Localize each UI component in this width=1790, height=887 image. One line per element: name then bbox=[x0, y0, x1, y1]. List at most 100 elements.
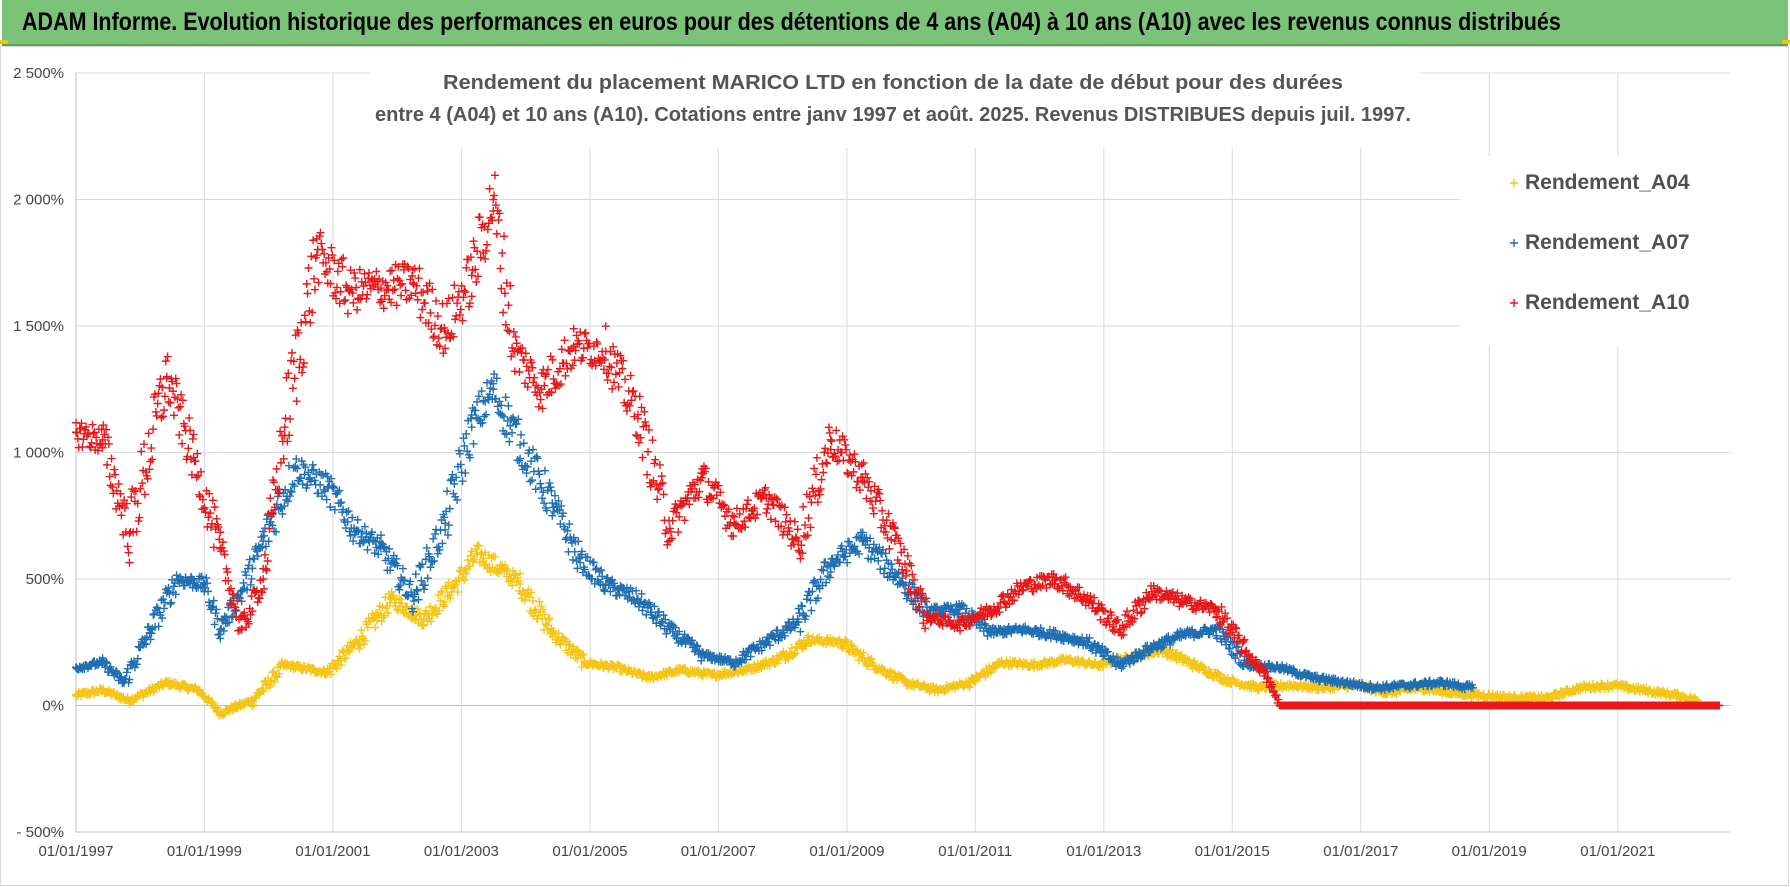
data-point bbox=[461, 565, 470, 574]
data-point bbox=[842, 637, 851, 646]
data-point bbox=[440, 597, 449, 606]
data-point bbox=[175, 684, 184, 693]
data-point bbox=[264, 681, 273, 690]
data-point bbox=[213, 703, 222, 712]
x-tick-label: 01/01/2015 bbox=[1195, 843, 1270, 860]
data-point bbox=[430, 604, 439, 613]
x-tick-label: 01/01/2011 bbox=[938, 843, 1012, 860]
data-point bbox=[123, 693, 132, 702]
chart-axes: 2 500%2 000%1 500%1 000%500%0%- 500%01/0… bbox=[13, 65, 1730, 860]
data-point bbox=[795, 638, 804, 647]
data-point bbox=[540, 610, 549, 619]
data-point bbox=[299, 661, 308, 670]
data-point bbox=[539, 605, 548, 614]
data-point bbox=[765, 661, 774, 670]
data-point bbox=[544, 615, 553, 624]
y-tick-label: 500% bbox=[26, 571, 64, 588]
data-point bbox=[99, 684, 108, 693]
data-point bbox=[698, 672, 707, 681]
data-point bbox=[139, 693, 148, 702]
data-point bbox=[208, 699, 217, 708]
data-point bbox=[542, 621, 551, 630]
page-header-banner: ADAM Informe. Evolution historique des p… bbox=[2, 0, 1788, 46]
data-point bbox=[113, 690, 122, 699]
data-point bbox=[344, 648, 353, 657]
y-tick-label: 1 000% bbox=[13, 445, 64, 462]
page-title: ADAM Informe. Evolution historique des p… bbox=[22, 7, 1561, 36]
data-point bbox=[844, 647, 853, 656]
data-point bbox=[867, 654, 876, 663]
data-point bbox=[527, 588, 536, 597]
data-point bbox=[369, 615, 378, 624]
data-point bbox=[372, 616, 381, 625]
data-point bbox=[919, 680, 928, 689]
data-point bbox=[525, 592, 534, 601]
y-tick-label: 0% bbox=[42, 698, 64, 715]
data-point bbox=[508, 581, 517, 590]
data-point bbox=[357, 626, 366, 635]
data-point bbox=[538, 614, 547, 623]
data-point bbox=[273, 673, 282, 682]
data-point bbox=[578, 651, 587, 660]
data-point bbox=[377, 617, 386, 626]
chart-points bbox=[72, 171, 1724, 720]
y-tick-label: 2 500% bbox=[13, 65, 64, 82]
corner-mark-left bbox=[0, 40, 8, 44]
data-point bbox=[790, 649, 799, 658]
y-tick-label: 2 000% bbox=[13, 192, 64, 209]
x-tick-label: 01/01/2017 bbox=[1323, 843, 1398, 860]
data-point bbox=[269, 667, 278, 676]
data-point bbox=[516, 569, 525, 578]
data-point bbox=[520, 596, 529, 605]
data-point bbox=[500, 561, 509, 570]
data-point bbox=[363, 623, 372, 632]
data-point bbox=[859, 648, 868, 657]
data-point bbox=[442, 584, 451, 593]
data-point bbox=[396, 595, 405, 604]
data-point bbox=[275, 669, 284, 678]
data-point bbox=[462, 569, 471, 578]
data-point bbox=[886, 666, 895, 675]
data-point bbox=[337, 661, 346, 670]
data-point bbox=[474, 541, 483, 550]
data-point bbox=[487, 554, 496, 563]
data-point bbox=[662, 671, 671, 680]
x-tick-label: 01/01/1999 bbox=[167, 843, 242, 860]
series-Rendement_A04 bbox=[72, 541, 1702, 720]
data-point bbox=[356, 641, 365, 650]
data-point bbox=[508, 566, 517, 575]
y-tick-label: - 500% bbox=[16, 824, 64, 841]
data-point bbox=[435, 606, 444, 615]
data-point bbox=[482, 559, 491, 568]
data-point bbox=[437, 587, 446, 596]
data-point bbox=[384, 608, 393, 617]
data-point bbox=[402, 603, 411, 612]
data-point bbox=[395, 594, 404, 603]
data-point bbox=[309, 664, 318, 673]
data-point bbox=[849, 645, 858, 654]
data-point bbox=[289, 665, 298, 674]
data-point bbox=[332, 664, 341, 673]
x-tick-label: 01/01/1997 bbox=[38, 843, 113, 860]
data-point bbox=[491, 552, 500, 561]
data-point bbox=[535, 597, 544, 606]
chart-area: 2 500% 2 000% 1 500% 1 000% 500% 0% - 500% 01/0… bbox=[0, 46, 1790, 887]
corner-mark-right bbox=[1782, 40, 1790, 44]
data-point bbox=[361, 636, 370, 645]
data-point bbox=[460, 576, 469, 585]
x-tick-label: 01/01/2013 bbox=[1066, 843, 1141, 860]
data-point bbox=[387, 587, 396, 596]
x-tick-label: 01/01/2005 bbox=[552, 843, 627, 860]
data-point bbox=[530, 605, 539, 614]
data-point bbox=[541, 619, 550, 628]
data-point bbox=[378, 603, 387, 612]
data-point bbox=[559, 633, 568, 642]
data-point bbox=[572, 645, 581, 654]
data-point bbox=[585, 656, 594, 665]
data-point bbox=[465, 562, 474, 571]
data-point bbox=[468, 556, 477, 565]
data-point bbox=[523, 589, 532, 598]
data-point bbox=[270, 678, 279, 687]
x-tick-label: 01/01/2019 bbox=[1452, 843, 1527, 860]
scatter-chart: 2 500%2 000%1 500%1 000%500%0%- 500%01/0… bbox=[0, 46, 1789, 886]
